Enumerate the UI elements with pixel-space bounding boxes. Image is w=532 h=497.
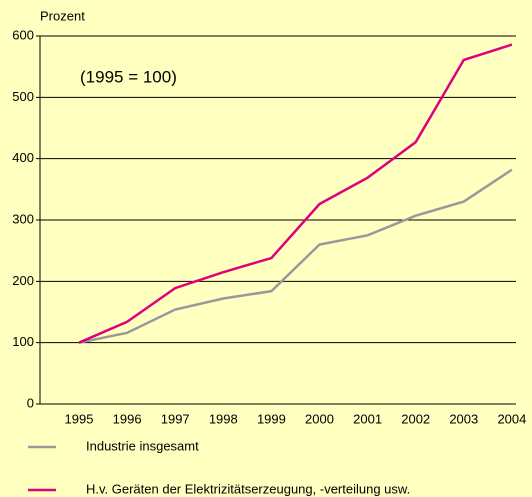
y-tick-label: 400 xyxy=(12,150,34,165)
annotation: (1995 = 100) xyxy=(80,67,177,86)
legend-label: H.v. Geräten der Elektrizitätserzeugung,… xyxy=(86,481,410,496)
series-line xyxy=(78,43,513,344)
y-tick-label: 0 xyxy=(27,395,34,410)
y-tick-label: 100 xyxy=(12,334,34,349)
x-tick-label: 1995 xyxy=(65,411,94,426)
x-tick-label: 1996 xyxy=(113,411,142,426)
x-tick-label: 2002 xyxy=(401,411,430,426)
x-tick-label: 2000 xyxy=(305,411,334,426)
legend-label: Industrie insgesamt xyxy=(86,438,199,453)
x-tick-label: 1997 xyxy=(161,411,190,426)
y-axis-label: Prozent xyxy=(40,8,85,23)
x-tick-label: 2003 xyxy=(449,411,478,426)
x-tick-label: 2004 xyxy=(497,411,526,426)
x-tick-label: 1999 xyxy=(257,411,286,426)
y-tick-label: 500 xyxy=(12,89,34,104)
x-tick-label: 1998 xyxy=(209,411,238,426)
y-tick-label: 200 xyxy=(12,273,34,288)
series-line xyxy=(78,168,513,344)
x-tick-label: 2001 xyxy=(353,411,382,426)
y-tick-label: 300 xyxy=(12,211,34,226)
y-tick-label: 600 xyxy=(12,27,34,42)
